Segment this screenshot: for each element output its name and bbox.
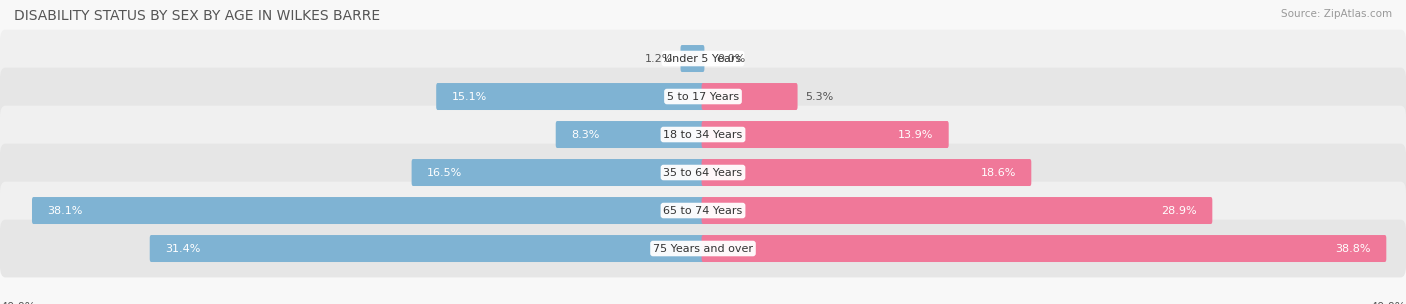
FancyBboxPatch shape: [0, 68, 1406, 126]
FancyBboxPatch shape: [555, 121, 704, 148]
FancyBboxPatch shape: [0, 182, 1406, 240]
FancyBboxPatch shape: [412, 159, 704, 186]
Text: 5.3%: 5.3%: [804, 92, 834, 102]
Text: 38.1%: 38.1%: [48, 206, 83, 216]
FancyBboxPatch shape: [0, 144, 1406, 202]
Text: 18 to 34 Years: 18 to 34 Years: [664, 130, 742, 140]
Text: 40.0%: 40.0%: [1371, 302, 1406, 304]
FancyBboxPatch shape: [702, 159, 1032, 186]
Text: Under 5 Years: Under 5 Years: [665, 54, 741, 64]
FancyBboxPatch shape: [702, 235, 1386, 262]
FancyBboxPatch shape: [702, 121, 949, 148]
Text: 16.5%: 16.5%: [427, 168, 463, 178]
Text: 75 Years and over: 75 Years and over: [652, 244, 754, 254]
FancyBboxPatch shape: [0, 106, 1406, 164]
FancyBboxPatch shape: [702, 197, 1212, 224]
Text: 65 to 74 Years: 65 to 74 Years: [664, 206, 742, 216]
FancyBboxPatch shape: [0, 30, 1406, 88]
Text: DISABILITY STATUS BY SEX BY AGE IN WILKES BARRE: DISABILITY STATUS BY SEX BY AGE IN WILKE…: [14, 9, 380, 23]
Text: Source: ZipAtlas.com: Source: ZipAtlas.com: [1281, 9, 1392, 19]
Text: 13.9%: 13.9%: [898, 130, 934, 140]
FancyBboxPatch shape: [702, 83, 797, 110]
FancyBboxPatch shape: [436, 83, 704, 110]
Text: 38.8%: 38.8%: [1336, 244, 1371, 254]
Text: 0.0%: 0.0%: [717, 54, 745, 64]
FancyBboxPatch shape: [32, 197, 704, 224]
Text: 31.4%: 31.4%: [166, 244, 201, 254]
Text: 15.1%: 15.1%: [451, 92, 486, 102]
Text: 5 to 17 Years: 5 to 17 Years: [666, 92, 740, 102]
Text: 35 to 64 Years: 35 to 64 Years: [664, 168, 742, 178]
Text: 28.9%: 28.9%: [1161, 206, 1197, 216]
FancyBboxPatch shape: [0, 219, 1406, 277]
Text: 18.6%: 18.6%: [980, 168, 1015, 178]
Text: 8.3%: 8.3%: [571, 130, 599, 140]
FancyBboxPatch shape: [150, 235, 704, 262]
Text: 40.0%: 40.0%: [0, 302, 35, 304]
Text: 1.2%: 1.2%: [645, 54, 673, 64]
FancyBboxPatch shape: [681, 45, 704, 72]
